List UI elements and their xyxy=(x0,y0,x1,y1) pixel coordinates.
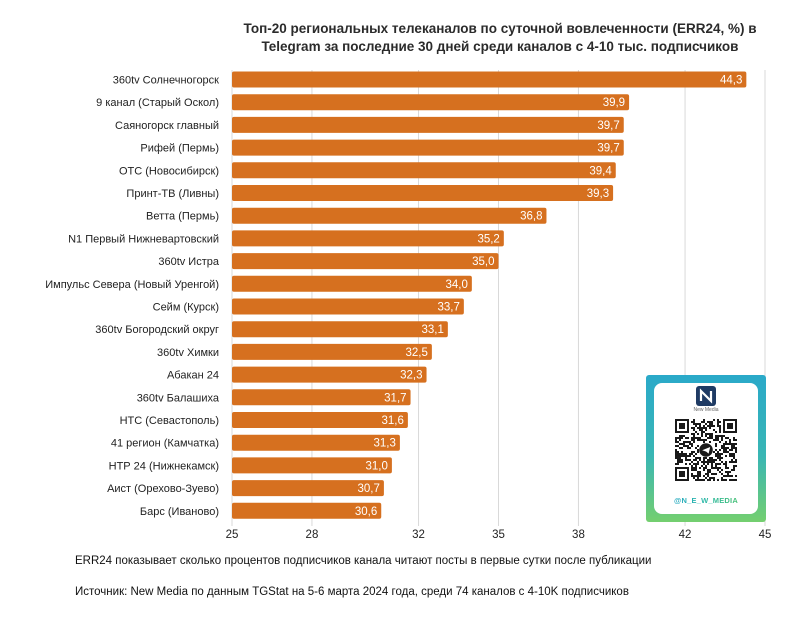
data-label: 36,8 xyxy=(520,211,542,223)
bar xyxy=(232,412,408,428)
bar xyxy=(232,434,400,451)
category-label: Саяногорск главный xyxy=(115,120,219,132)
err24-definition-note: ERR24 показывает сколько процентов подпи… xyxy=(75,555,652,567)
data-label: 33,7 xyxy=(437,302,459,314)
bar xyxy=(232,457,392,474)
chart-title: Топ-20 региональных телеканалов по суточ… xyxy=(230,20,770,56)
bar xyxy=(232,366,427,383)
bar xyxy=(232,298,464,315)
bar xyxy=(232,321,448,338)
data-label: 32,3 xyxy=(400,370,422,382)
category-label: НТС (Севастополь) xyxy=(120,415,219,427)
bar xyxy=(232,71,747,88)
bar xyxy=(232,185,614,201)
chart-title-line2: Telegram за последние 30 дней среди кана… xyxy=(261,39,739,54)
data-label: 39,3 xyxy=(587,188,609,200)
category-label: Абакан 24 xyxy=(167,370,219,382)
bar xyxy=(232,389,411,406)
category-label: НТР 24 (Нижнекамск) xyxy=(109,460,219,472)
x-tick-label: 32 xyxy=(412,529,425,541)
category-label: Сейм (Курск) xyxy=(153,302,219,314)
bar xyxy=(232,94,630,111)
data-label: 30,7 xyxy=(358,483,380,495)
x-tick-label: 28 xyxy=(306,529,319,541)
bar xyxy=(232,502,382,519)
bar xyxy=(232,139,624,156)
chart-title-line1: Топ-20 региональных телеканалов по суточ… xyxy=(243,21,757,36)
category-label: Барс (Иваново) xyxy=(140,506,219,518)
category-label: N1 Первый Нижневартовский xyxy=(68,233,219,245)
data-label: 35,2 xyxy=(477,233,499,245)
data-label: 35,0 xyxy=(472,256,494,268)
bar xyxy=(232,480,384,497)
category-label: 360tv Богородский округ xyxy=(95,324,219,336)
new-media-logo-icon xyxy=(696,386,716,406)
data-label: 31,0 xyxy=(366,460,388,472)
category-label: Аист (Орехово-Зуево) xyxy=(107,483,219,495)
x-tick-label: 42 xyxy=(679,529,692,541)
qr-code-icon xyxy=(675,419,737,481)
category-label: 360tv Истра xyxy=(158,256,220,268)
bar xyxy=(232,343,432,360)
data-label: 33,1 xyxy=(421,324,443,336)
data-label: 31,3 xyxy=(374,438,396,450)
data-label: 39,7 xyxy=(597,143,619,155)
data-label: 32,5 xyxy=(405,347,427,359)
category-label: Принт-ТВ (Ливны) xyxy=(126,188,219,200)
data-label: 30,6 xyxy=(355,506,377,518)
data-label: 39,9 xyxy=(603,97,625,109)
x-tick-label: 38 xyxy=(572,529,585,541)
category-label: Рифей (Пермь) xyxy=(140,143,219,155)
qr-handle-label: @N_E_W_MEDIA xyxy=(658,496,754,505)
x-tick-label: 25 xyxy=(226,529,239,541)
category-label: 9 канал (Старый Оскол) xyxy=(96,97,219,109)
bar xyxy=(232,207,547,224)
category-label: Ветта (Пермь) xyxy=(146,211,219,223)
x-tick-label: 45 xyxy=(759,529,772,541)
category-label: Импульс Севера (Новый Уренгой) xyxy=(45,279,219,291)
bar xyxy=(232,253,499,270)
bar xyxy=(232,162,616,179)
category-label: 360tv Балашиха xyxy=(137,392,220,404)
bar xyxy=(232,275,472,292)
category-label: 41 регион (Камчатка) xyxy=(111,438,219,450)
data-label: 44,3 xyxy=(720,75,742,87)
qr-logo-caption: New Media xyxy=(693,407,719,413)
data-label: 39,4 xyxy=(589,165,612,177)
data-label: 39,7 xyxy=(597,120,619,132)
bar xyxy=(232,230,504,247)
bar xyxy=(232,116,624,133)
source-note: Источник: New Media по данным TGStat на … xyxy=(75,586,629,598)
category-label: 360tv Солнечногорск xyxy=(113,75,219,87)
data-label: 34,0 xyxy=(445,279,467,291)
data-label: 31,7 xyxy=(384,392,406,404)
category-label: 360tv Химки xyxy=(157,347,219,359)
qr-card-inner: New Media @N_E_W_MEDIA xyxy=(654,383,758,514)
category-label: ОТС (Новосибирск) xyxy=(119,165,219,177)
data-label: 31,6 xyxy=(381,415,403,427)
x-tick-label: 35 xyxy=(492,529,505,541)
qr-promo-card[interactable]: New Media @N_E_W_MEDIA xyxy=(646,375,766,522)
